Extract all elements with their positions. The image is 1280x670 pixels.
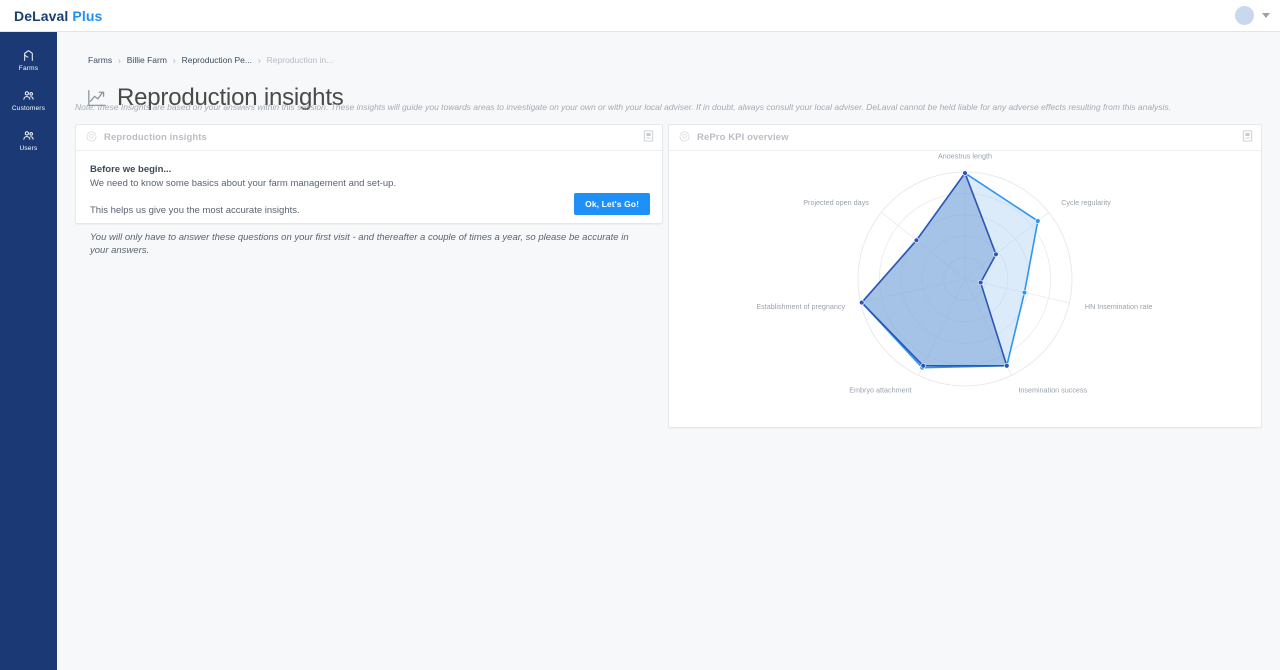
radar-axis-label: Anoestrus length bbox=[938, 152, 992, 161]
users-icon bbox=[22, 128, 35, 143]
breadcrumb: Farms › Billie Farm › Reproduction Pe...… bbox=[88, 55, 333, 65]
radar-axis-label: Establishment of pregnancy bbox=[756, 302, 845, 311]
reproduction-insights-card-title: Reproduction insights bbox=[104, 132, 207, 143]
radar-data-point[interactable] bbox=[993, 251, 999, 258]
trend-chart-icon bbox=[87, 89, 107, 107]
sidebar: Farms Customers Users bbox=[0, 32, 57, 670]
top-bar-right bbox=[1235, 6, 1270, 25]
farm-icon bbox=[22, 48, 35, 63]
sidebar-item-users[interactable]: Users bbox=[0, 120, 57, 159]
radar-data-point[interactable] bbox=[920, 363, 926, 369]
radar-axis-label: Projected open days bbox=[803, 198, 869, 207]
main-content: Farms › Billie Farm › Reproduction Pe...… bbox=[57, 32, 1280, 670]
radar-axis-label: Embryo attachment bbox=[849, 385, 911, 394]
radar-data-point[interactable] bbox=[1021, 289, 1028, 296]
radar-data-point[interactable] bbox=[962, 170, 968, 176]
reproduction-insights-card: Reproduction insights Before we begin...… bbox=[75, 124, 663, 256]
sidebar-item-farms-label: Farms bbox=[18, 64, 39, 72]
chevron-down-icon[interactable] bbox=[1262, 13, 1270, 18]
page-note: Note: these Insights are based on your a… bbox=[75, 102, 1171, 112]
radar-axis-label: HN Insemination rate bbox=[1085, 302, 1153, 311]
radar-axis-label: Insemination success bbox=[1018, 385, 1087, 394]
breadcrumb-separator-icon: › bbox=[172, 54, 176, 66]
cow-circle-icon bbox=[679, 129, 690, 147]
repro-kpi-overview-card: RePro KPI overview Anoestrus length Cycle… bbox=[668, 124, 1262, 428]
reproduction-insights-card-header: Reproduction insights bbox=[76, 125, 662, 151]
radar-chart-svg: Anoestrus length Cycle regularity HN Insem… bbox=[756, 152, 1153, 395]
app-brand[interactable]: DeLaval Plus bbox=[14, 8, 102, 24]
customers-icon bbox=[22, 88, 35, 103]
page-title: Reproduction insights bbox=[117, 84, 344, 112]
brand-secondary: Plus bbox=[72, 7, 103, 24]
breadcrumb-separator-icon: › bbox=[118, 54, 121, 66]
avatar[interactable] bbox=[1235, 6, 1254, 25]
reproduction-insights-card-body: Before we begin... We need to know some … bbox=[76, 151, 662, 258]
ok-lets-go-button[interactable]: Ok, Let's Go! bbox=[574, 193, 650, 215]
sidebar-item-customers-label: Customers bbox=[11, 104, 46, 112]
breadcrumb-item-current: Reproduction in... bbox=[266, 55, 334, 65]
manual-book-icon[interactable] bbox=[1242, 129, 1253, 147]
radar-data-point[interactable] bbox=[977, 279, 984, 286]
radar-data-point[interactable] bbox=[1035, 218, 1041, 224]
repro-kpi-card-title: RePro KPI overview bbox=[697, 132, 789, 143]
cow-circle-icon bbox=[86, 129, 97, 147]
sidebar-item-users-label: Users bbox=[19, 144, 38, 152]
brand-primary: DeLaval bbox=[14, 7, 69, 24]
intro-paragraph-2: This helps us give you the most accurate… bbox=[90, 204, 300, 216]
radar-axis-label: Cycle regularity bbox=[1061, 198, 1111, 207]
radar-data-point[interactable] bbox=[913, 237, 920, 244]
breadcrumb-separator-icon: › bbox=[258, 54, 261, 66]
repro-kpi-card-header: RePro KPI overview bbox=[669, 125, 1261, 151]
radar-data-point[interactable] bbox=[1004, 363, 1010, 369]
sidebar-item-customers[interactable]: Customers bbox=[0, 80, 57, 119]
manual-book-icon[interactable] bbox=[643, 129, 654, 147]
breadcrumb-item-reproduction-performance[interactable]: Reproduction Pe... bbox=[181, 55, 252, 65]
intro-paragraph-3: You will only have to answer these quest… bbox=[90, 231, 629, 257]
card-actions: Ok, Let's Go! bbox=[574, 193, 650, 215]
radar-series-area bbox=[860, 172, 1008, 367]
top-bar: DeLaval Plus bbox=[0, 0, 1280, 32]
before-we-begin-heading: Before we begin... bbox=[90, 164, 172, 175]
radar-data-point[interactable] bbox=[859, 299, 865, 306]
intro-paragraph-1: We need to know some basics about your f… bbox=[90, 178, 397, 189]
breadcrumb-item-farms[interactable]: Farms bbox=[88, 55, 113, 65]
breadcrumb-item-billie-farm[interactable]: Billie Farm bbox=[126, 55, 167, 65]
page-title-row: Reproduction insights bbox=[87, 68, 344, 128]
repro-kpi-radar-chart: Anoestrus length Cycle regularity HN Insem… bbox=[669, 151, 1261, 427]
sidebar-item-farms[interactable]: Farms bbox=[0, 40, 57, 79]
